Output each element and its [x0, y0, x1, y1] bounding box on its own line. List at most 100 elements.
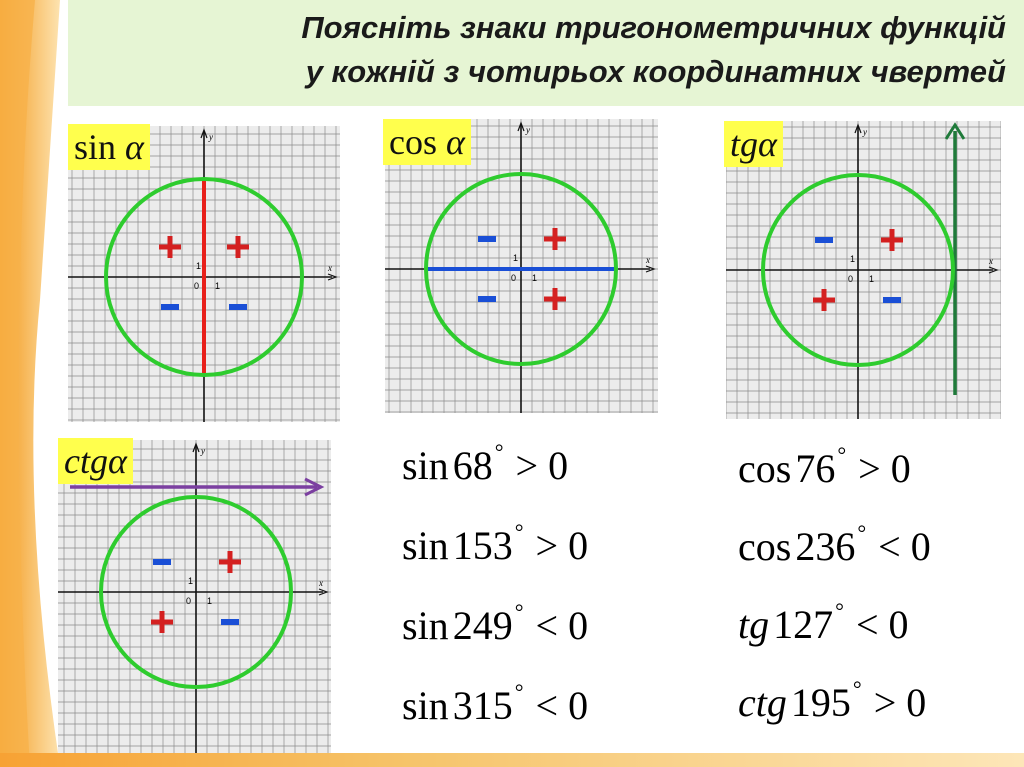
rhs-value: 0: [558, 523, 589, 568]
right-inequality: tg 127° < 0: [738, 597, 909, 648]
angle-value: 249: [452, 603, 513, 648]
sin-diagram: x y 0 1 1: [68, 126, 340, 422]
relation-sign: <: [855, 602, 879, 647]
tangent-axis-arrow: [944, 122, 966, 140]
ctg-label: ctgα: [58, 438, 133, 484]
minus-sign-q4: [221, 619, 239, 625]
title-line-2: у кожній з чотирьох координатних чвертей: [305, 54, 1006, 89]
unit-x-label: 1: [207, 596, 212, 606]
sin-label: sin α: [68, 124, 150, 170]
minus-sign-q3: [161, 304, 179, 310]
minus-sign-q4: [229, 304, 247, 310]
unit-circle: [104, 177, 304, 377]
x-axis-label: x: [318, 578, 323, 588]
rhs-value: 0: [878, 602, 909, 647]
right-inequality: ctg 195° > 0: [738, 676, 927, 726]
cotangent-axis-arrow: [304, 477, 325, 497]
unit-y-label: 1: [188, 576, 193, 586]
angle-value: 315: [452, 683, 513, 728]
relation-sign: >: [535, 523, 559, 568]
rhs-value: 0: [896, 680, 927, 725]
ctg-label-func: ctg: [64, 441, 108, 481]
minus-sign-q2: [153, 559, 171, 565]
unit-circle: [761, 173, 955, 367]
x-axis-arrow: [645, 265, 656, 273]
function-name: cos: [738, 524, 792, 569]
function-name: sin: [402, 603, 449, 648]
title-bar: Поясніть знаки тригонометричних функцій …: [68, 0, 1024, 106]
unit-y-label: 1: [513, 253, 518, 263]
minus-sign-q2: [478, 236, 496, 242]
rhs-value: 0: [900, 524, 931, 569]
rhs-value: 0: [538, 443, 569, 488]
plus-sign-q4: [544, 288, 566, 310]
x-axis-label: x: [327, 263, 332, 273]
degree-sign: °: [857, 519, 867, 545]
tg-label: tgα: [724, 121, 783, 167]
left-inequality: sin 68° > 0: [402, 439, 569, 489]
angle-value: 68: [452, 443, 493, 488]
function-name: sin: [402, 683, 449, 728]
cos-diagram: x y 0 1 1: [385, 119, 658, 413]
x-axis-label: x: [988, 256, 993, 266]
x-axis-arrow: [318, 588, 329, 596]
degree-sign: °: [514, 518, 524, 544]
x-axis-label: x: [645, 255, 650, 265]
minus-sign-q3: [478, 296, 496, 302]
function-name: sin: [402, 523, 449, 568]
minus-sign-q2: [815, 237, 833, 243]
y-axis-label: y: [525, 125, 530, 135]
cos-label-greek: α: [446, 122, 465, 162]
degree-sign: °: [514, 598, 524, 624]
function-name: ctg: [738, 680, 787, 725]
y-axis-arrow: [517, 121, 525, 132]
y-axis-label: y: [208, 132, 213, 142]
left-inequality: sin 249° < 0: [402, 598, 589, 649]
ctg-label-greek: α: [107, 441, 127, 481]
relation-sign: <: [878, 524, 901, 569]
rhs-value: 0: [558, 603, 589, 648]
bottom-decoration: [0, 753, 1024, 767]
cos-label: cos α: [383, 119, 471, 165]
function-name: sin: [402, 443, 449, 488]
angle-value: 236: [795, 524, 856, 569]
angle-value: 76: [795, 446, 836, 491]
right-inequality: cos 236° < 0: [738, 519, 931, 570]
origin-label: 0: [848, 274, 853, 284]
degree-sign: °: [835, 597, 844, 623]
plus-sign-q1: [881, 229, 903, 251]
plus-sign-q2: [159, 236, 181, 258]
unit-y-label: 1: [850, 254, 855, 264]
right-inequality: cos 76° > 0: [738, 442, 911, 492]
angle-value: 153: [452, 523, 513, 568]
sin-label-func: sin: [74, 127, 117, 167]
title-line-1: Поясніть знаки тригонометричних функцій: [301, 10, 1006, 45]
function-name: tg: [738, 602, 770, 647]
sin-panel: x y 0 1 1: [68, 126, 340, 422]
relation-sign: >: [858, 446, 881, 491]
unit-x-label: 1: [869, 274, 874, 284]
grid: [58, 440, 331, 753]
origin-label: 0: [186, 596, 191, 606]
plus-sign-q3: [151, 611, 173, 633]
left-decoration: [0, 0, 60, 767]
relation-sign: >: [873, 680, 897, 725]
unit-x-label: 1: [215, 281, 220, 291]
x-axis-arrow: [988, 266, 999, 274]
cos-panel: x y 0 1 1: [385, 119, 658, 413]
degree-sign: °: [514, 678, 524, 704]
left-inequality: sin 315° < 0: [402, 678, 588, 729]
unit-y-label: 1: [196, 261, 201, 271]
left-inequality: sin 153° > 0: [402, 518, 589, 569]
y-axis-arrow: [854, 123, 862, 134]
rhs-value: 0: [880, 446, 911, 491]
y-axis-arrow: [200, 128, 208, 139]
plus-sign-q1: [544, 228, 566, 250]
unit-x-label: 1: [532, 273, 537, 283]
relation-sign: <: [535, 603, 559, 648]
function-name: cos: [738, 446, 792, 491]
origin-label: 0: [194, 281, 199, 291]
plus-sign-q1: [219, 551, 241, 573]
angle-value: 195: [790, 680, 851, 725]
relation-sign: <: [535, 683, 559, 728]
